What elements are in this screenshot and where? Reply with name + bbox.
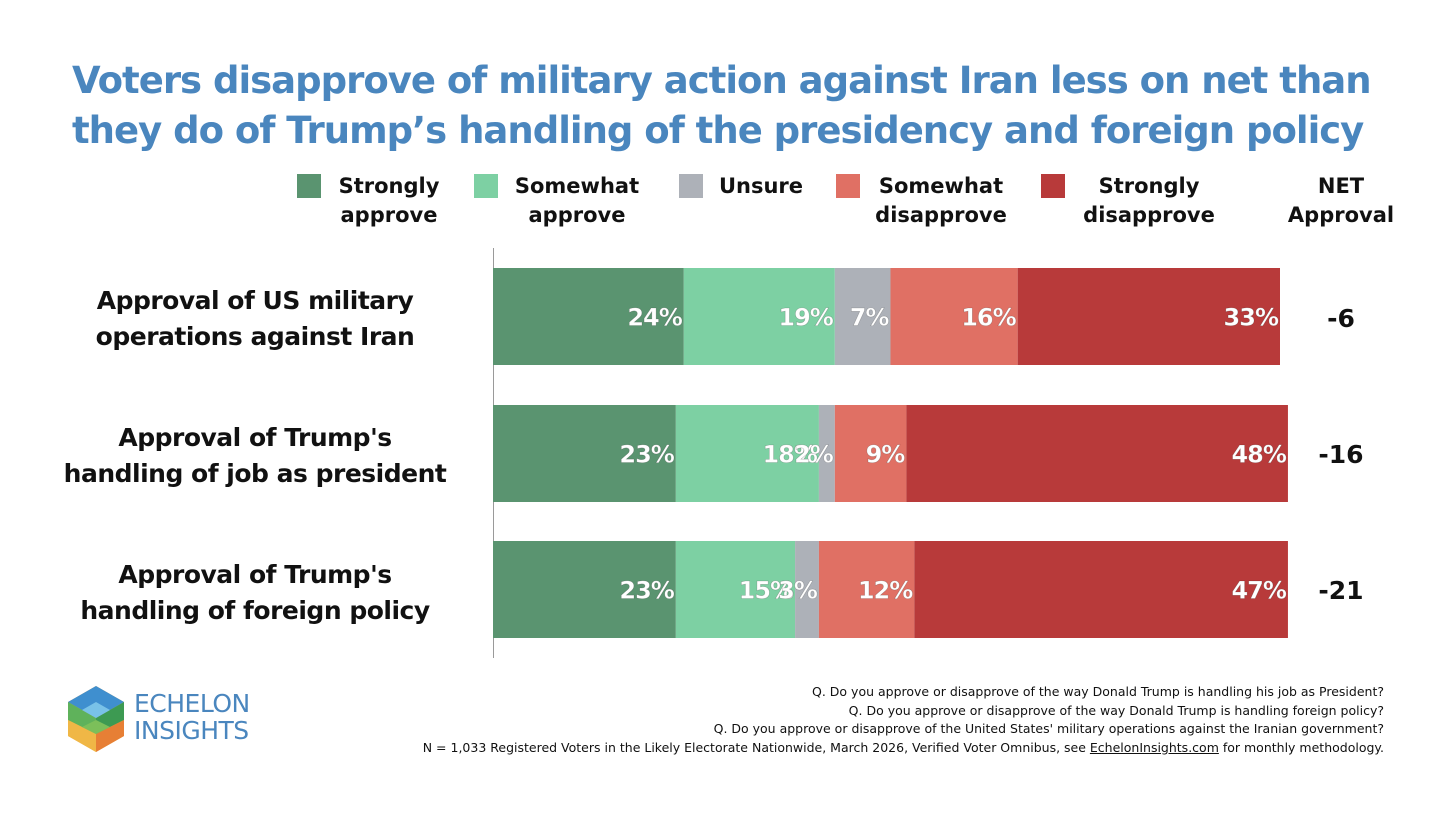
bar-somewhat-disapprove-row-1 bbox=[890, 268, 1018, 365]
legend-label: Somewhat disapprove bbox=[875, 174, 1007, 227]
bar-unsure-row-3 bbox=[795, 541, 819, 638]
row-label-job-as-president: Approval of Trump's handling of job as pr… bbox=[63, 423, 447, 488]
legend-label: Somewhat approve bbox=[514, 174, 640, 227]
bar-somewhat-approve-row-1 bbox=[683, 268, 835, 365]
footnotes: Q. Do you approve or disapprove of the w… bbox=[423, 683, 1384, 757]
data-label-somewhat-disapprove-row-1: 16% bbox=[961, 304, 1016, 332]
bar-strongly-disapprove-row-3 bbox=[914, 541, 1288, 638]
footnote-sample: N = 1,033 Registered Voters in the Likel… bbox=[422, 739, 1384, 755]
data-label-strongly-approve-row-1: 24% bbox=[627, 304, 682, 332]
legend-label: Strongly disapprove bbox=[1083, 174, 1215, 227]
data-label-strongly-approve-row-3: 23% bbox=[619, 577, 674, 605]
data-label-unsure-row-3: 3% bbox=[778, 577, 818, 605]
echelon-logo-icon bbox=[68, 686, 124, 752]
bar-strongly-approve-row-2 bbox=[493, 405, 676, 502]
legend-swatch bbox=[836, 174, 860, 198]
row-label-military-operations: Approval of US military operations agains… bbox=[95, 286, 415, 351]
net-approval-header: NET Approval bbox=[1287, 174, 1395, 227]
bar-unsure-row-2 bbox=[818, 405, 835, 502]
bar-somewhat-approve-row-2 bbox=[675, 405, 819, 502]
bar-somewhat-approve-row-3 bbox=[675, 541, 796, 638]
legend-swatch bbox=[297, 174, 321, 198]
data-label-strongly-disapprove-row-1: 33% bbox=[1224, 304, 1279, 332]
data-label-unsure-row-2: 2% bbox=[794, 441, 834, 469]
footnote-q3: Q. Do you approve or disapprove of the U… bbox=[713, 721, 1384, 736]
bar-strongly-approve-row-3 bbox=[493, 541, 676, 638]
data-label-strongly-disapprove-row-2: 48% bbox=[1231, 441, 1286, 469]
bar-unsure-row-1 bbox=[834, 268, 891, 365]
data-label-strongly-disapprove-row-3: 47% bbox=[1231, 577, 1286, 605]
data-label-somewhat-approve-row-1: 19% bbox=[778, 304, 833, 332]
legend-swatch bbox=[679, 174, 703, 198]
legend-label: Strongly approve bbox=[338, 174, 440, 227]
data-label-somewhat-approve-row-3: 15% bbox=[739, 577, 794, 605]
bar-strongly-disapprove-row-2 bbox=[906, 405, 1288, 502]
data-label-somewhat-disapprove-row-3: 12% bbox=[858, 577, 913, 605]
echelon-logo-text: ECHELON INSIGHTS bbox=[134, 689, 250, 745]
data-label-unsure-row-1: 7% bbox=[850, 304, 890, 332]
net-value-job-as-president: -16 bbox=[1318, 440, 1364, 469]
legend-swatch bbox=[1041, 174, 1065, 198]
bar-somewhat-disapprove-row-3 bbox=[818, 541, 915, 638]
legend-label: Unsure bbox=[718, 174, 804, 198]
bar-strongly-disapprove-row-1 bbox=[1017, 268, 1280, 365]
net-value-military-operations: -6 bbox=[1327, 304, 1355, 333]
row-label-foreign-policy: Approval of Trump's handling of foreign p… bbox=[80, 560, 430, 625]
data-label-strongly-approve-row-2: 23% bbox=[619, 441, 674, 469]
echelon-insights-link[interactable]: EchelonInsights.com bbox=[1089, 739, 1219, 755]
chart-title-line-1: Voters disapprove of military action aga… bbox=[72, 59, 1372, 102]
data-label-somewhat-disapprove-row-2: 9% bbox=[866, 441, 906, 469]
legend-swatch bbox=[474, 174, 498, 198]
net-value-foreign-policy: -21 bbox=[1318, 576, 1364, 605]
bar-strongly-approve-row-1 bbox=[493, 268, 684, 365]
footnote-q2: Q. Do you approve or disapprove of the w… bbox=[848, 702, 1384, 718]
bar-somewhat-disapprove-row-2 bbox=[834, 405, 907, 502]
chart-title-line-2: they do of Trump’s handling of the presi… bbox=[72, 109, 1364, 152]
data-label-somewhat-approve-row-2: 18% bbox=[762, 441, 817, 469]
footnote-q1: Q. Do you approve or disapprove of the w… bbox=[812, 684, 1384, 699]
chart-title: Voters disapprove of military action aga… bbox=[72, 56, 1412, 156]
